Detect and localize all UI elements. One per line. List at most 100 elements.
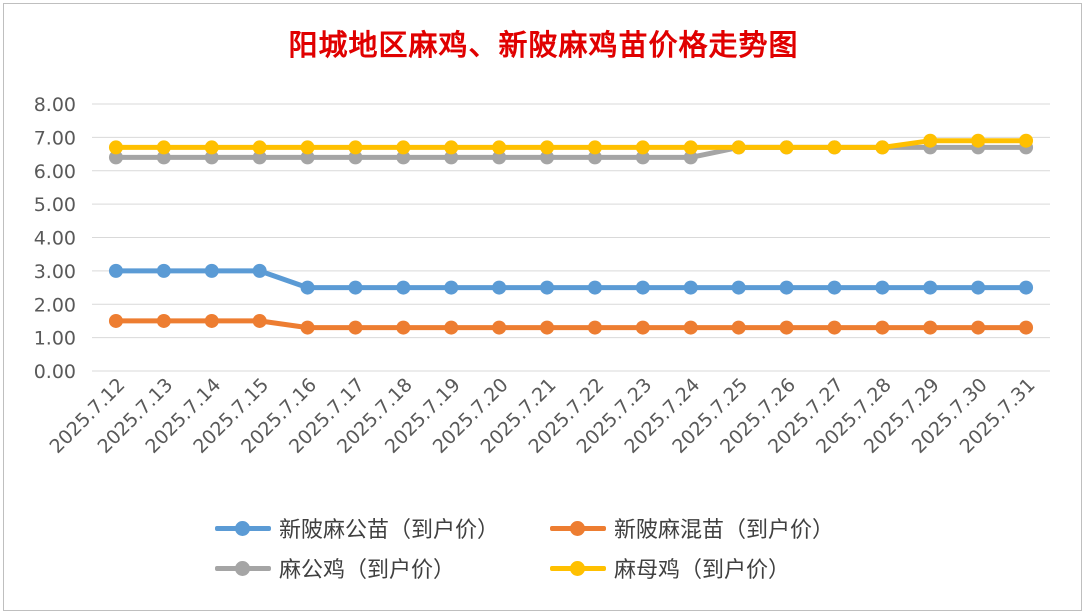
legend-item-series-0: 新陂麻公苗（到户价） [215,510,499,546]
y-tick-label: 7.00 [34,127,76,149]
data-point-series-2 [587,150,602,165]
data-point-series-2 [204,150,219,165]
legend-label: 新陂麻混苗（到户价） [614,518,835,543]
data-point-series-1 [444,320,459,335]
legend-swatch [550,560,606,576]
data-point-series-1 [635,320,650,335]
y-tick-label: 5.00 [34,194,76,216]
data-point-series-1 [971,320,986,335]
data-point-series-1 [683,320,698,335]
data-point-series-3 [252,140,267,155]
data-point-series-3 [635,140,650,155]
data-point-series-1 [492,320,507,335]
data-point-series-0 [540,280,555,295]
data-point-series-0 [300,280,315,295]
data-point-series-0 [875,280,890,295]
data-point-series-3 [396,140,411,155]
data-point-series-2 [540,150,555,165]
legend-swatch [215,560,271,576]
data-point-series-0 [108,263,123,278]
y-tick-label: 8.00 [34,94,76,116]
y-tick-label: 6.00 [34,161,76,183]
data-point-series-3 [1019,133,1034,148]
data-point-series-3 [444,140,459,155]
data-point-series-0 [731,280,746,295]
data-point-series-0 [348,280,363,295]
chart-legend: 新陂麻公苗（到户价） 新陂麻混苗（到户价） 麻公鸡（到户价） 麻母鸡（到户价） [215,510,935,590]
legend-item-series-3: 麻母鸡（到户价） [550,550,790,586]
data-point-series-0 [396,280,411,295]
y-tick-label: 3.00 [34,261,76,283]
data-point-series-1 [1019,320,1034,335]
data-point-series-1 [300,320,315,335]
data-point-series-0 [923,280,938,295]
legend-swatch [550,520,606,536]
data-point-series-0 [492,280,507,295]
data-point-series-0 [1019,280,1034,295]
legend-label: 麻母鸡（到户价） [614,558,791,583]
data-point-series-0 [156,263,171,278]
data-point-series-1 [348,320,363,335]
data-point-series-1 [875,320,890,335]
data-point-series-2 [396,150,411,165]
data-point-series-2 [492,150,507,165]
data-point-series-1 [827,320,842,335]
data-point-series-3 [540,140,555,155]
data-point-series-1 [540,320,555,335]
data-point-series-0 [827,280,842,295]
data-point-series-3 [300,140,315,155]
data-point-series-3 [923,133,938,148]
y-tick-label: 0.00 [34,361,76,383]
data-point-series-3 [348,140,363,155]
data-point-series-1 [731,320,746,335]
data-point-series-3 [875,140,890,155]
data-point-series-3 [683,140,698,155]
data-point-series-0 [444,280,459,295]
data-point-series-3 [971,133,986,148]
data-point-series-2 [348,150,363,165]
series-line-3 [113,138,1029,150]
data-point-series-1 [252,313,267,328]
data-point-series-0 [683,280,698,295]
data-point-series-3 [779,140,794,155]
data-point-series-2 [683,150,698,165]
data-point-series-3 [587,140,602,155]
data-point-series-0 [971,280,986,295]
legend-swatch [215,520,271,536]
data-point-series-0 [779,280,794,295]
data-point-series-1 [156,313,171,328]
data-point-series-2 [252,150,267,165]
data-point-series-0 [635,280,650,295]
data-point-series-2 [108,150,123,165]
data-point-series-1 [779,320,794,335]
data-point-series-3 [156,140,171,155]
data-point-series-3 [204,140,219,155]
data-point-series-2 [444,150,459,165]
data-point-series-3 [108,140,123,155]
y-tick-label: 2.00 [34,294,76,316]
legend-label: 新陂麻公苗（到户价） [279,518,500,543]
y-tick-label: 1.00 [34,328,76,350]
chart-title: 阳城地区麻鸡、新陂麻鸡苗价格走势图 [288,28,799,62]
data-point-series-3 [731,140,746,155]
data-point-series-1 [396,320,411,335]
data-point-series-0 [204,263,219,278]
series-line-0 [113,268,1029,291]
data-point-series-1 [204,313,219,328]
data-point-series-3 [492,140,507,155]
legend-label: 麻公鸡（到户价） [279,558,456,583]
data-point-series-2 [635,150,650,165]
legend-item-series-2: 麻公鸡（到户价） [215,550,455,586]
data-point-series-3 [827,140,842,155]
data-point-series-1 [587,320,602,335]
data-point-series-0 [252,263,267,278]
legend-item-series-1: 新陂麻混苗（到户价） [550,510,834,546]
data-point-series-1 [108,313,123,328]
series-line-1 [113,318,1029,331]
data-point-series-0 [587,280,602,295]
data-point-series-1 [923,320,938,335]
y-tick-label: 4.00 [34,228,76,250]
data-point-series-2 [156,150,171,165]
data-point-series-2 [300,150,315,165]
